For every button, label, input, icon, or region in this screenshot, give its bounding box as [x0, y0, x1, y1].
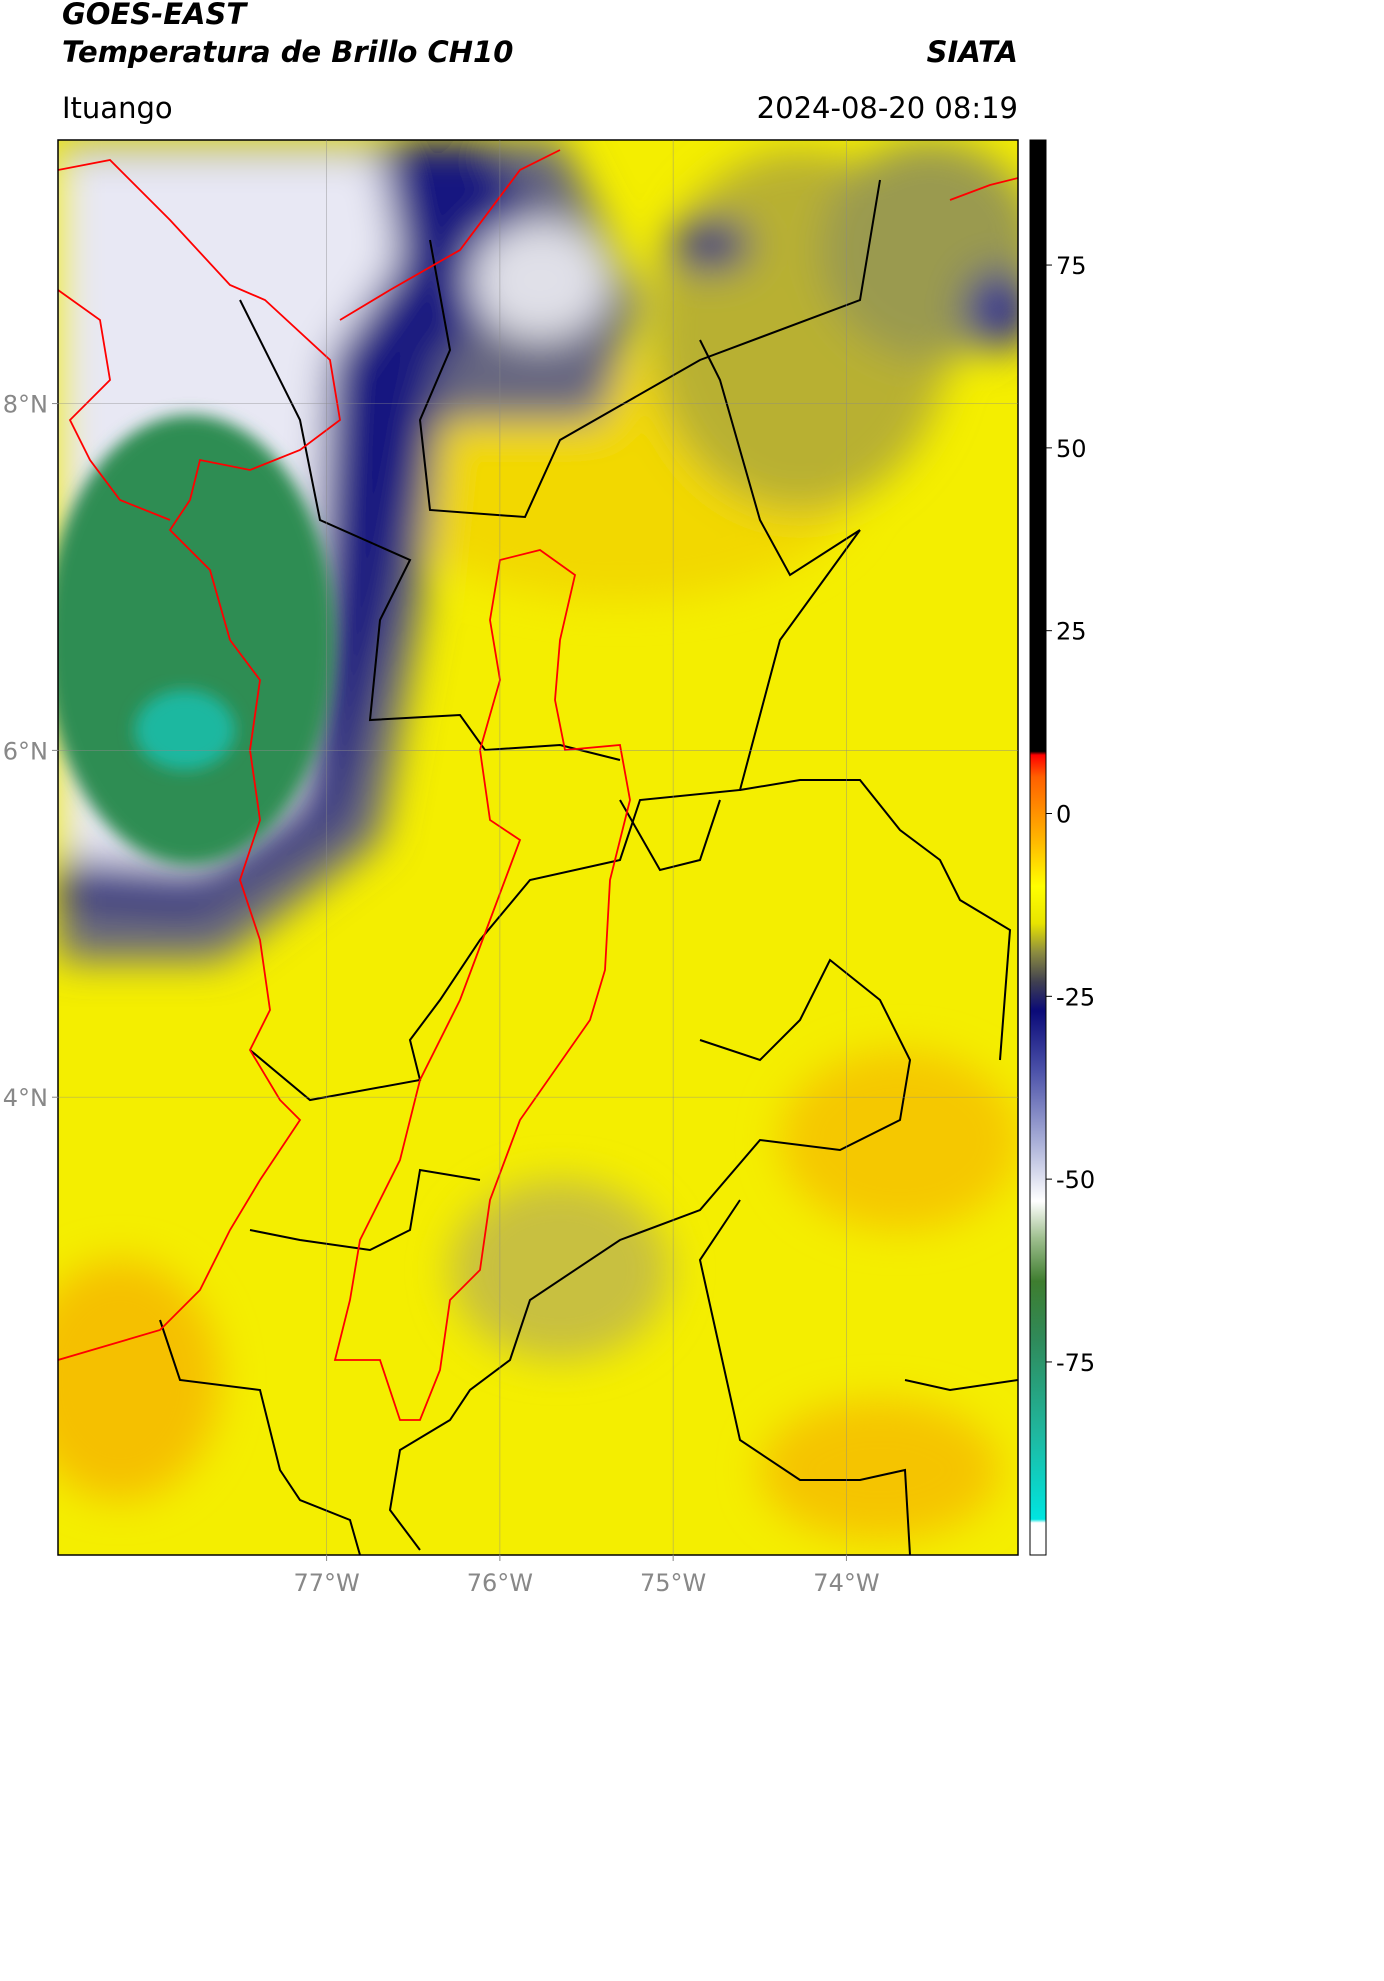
x-tick-label: 77°W	[293, 1569, 359, 1597]
subtitle: Temperatura de Brillo CH10	[62, 35, 513, 69]
colorbar: 75 50 25 0 -25 -50 -75	[1029, 139, 1095, 1556]
colorbar-tick-label: 0	[1056, 800, 1071, 828]
borders	[159, 179, 1018, 1555]
colorbar-scale	[1029, 139, 1047, 1556]
colorbar-tick-label: 50	[1056, 435, 1087, 463]
y-tick-label: 8°N	[3, 391, 48, 419]
source: SIATA	[927, 35, 1018, 69]
colorbar-tick-label: -50	[1056, 1166, 1095, 1194]
x-tick-label: 74°W	[813, 1569, 879, 1597]
title: GOES-EAST	[62, 0, 248, 31]
y-tick-label: 4°N	[3, 1084, 48, 1112]
y-tick-label: 6°N	[3, 737, 48, 765]
colorbar-tick-label: -25	[1056, 983, 1095, 1011]
map-frame	[57, 139, 1019, 1556]
graticule: 77°W 76°W 75°W 74°W 8°N 6°N 4°N	[3, 140, 1018, 1597]
colorbar-tick-label: -75	[1056, 1349, 1095, 1377]
x-tick-label: 76°W	[467, 1569, 533, 1597]
map-image	[58, 140, 1018, 1555]
colorbar-tick-label: 25	[1056, 618, 1087, 646]
x-tick-label: 75°W	[640, 1569, 706, 1597]
coastline-and-basin	[58, 149, 1018, 1421]
coldest-area	[135, 690, 235, 770]
colorbar-tick-label: 75	[1056, 252, 1087, 280]
cold-cloud-core	[58, 415, 335, 865]
datetime: 2024-08-20 08:19	[757, 91, 1018, 125]
region: Ituango	[62, 91, 173, 125]
